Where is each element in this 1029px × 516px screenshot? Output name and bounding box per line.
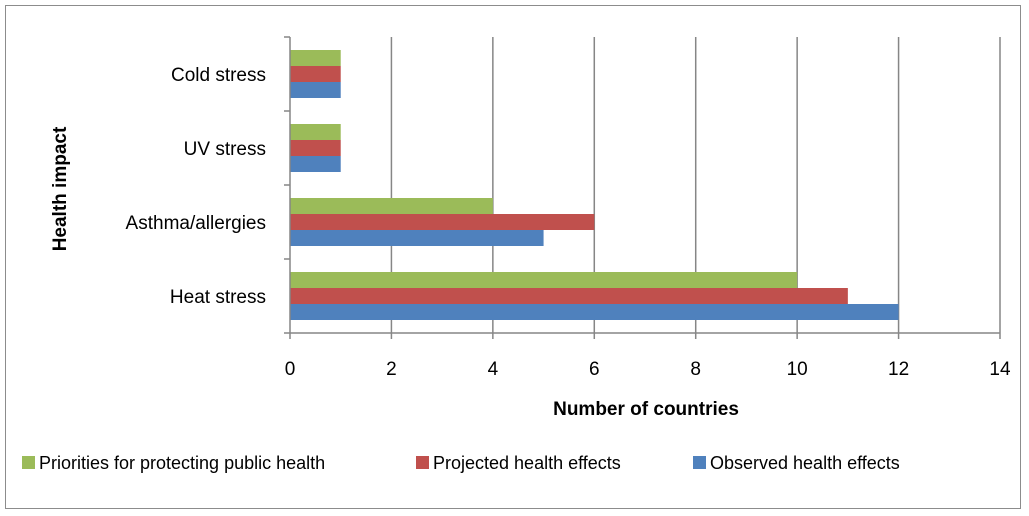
bar [290, 66, 341, 82]
bar [290, 230, 544, 246]
y-category-label: Heat stress [170, 287, 266, 308]
legend-swatch [416, 456, 429, 469]
x-axis-title: Number of countries [553, 399, 739, 420]
bar [290, 198, 493, 214]
y-category-label: Cold stress [171, 65, 266, 86]
y-category-label: Asthma/allergies [126, 213, 266, 234]
bar [290, 124, 341, 140]
axes [284, 36, 1001, 339]
legend-item: Observed health effects [693, 453, 900, 473]
legend-swatch [693, 456, 706, 469]
bar [290, 288, 848, 304]
tick-labels: 0 2 4 6 8 10 12 14 Heat stress Asthma/allergies UV… [126, 65, 1011, 380]
legend-label: Priorities for protecting public health [39, 453, 325, 473]
legend-label: Projected health effects [433, 453, 621, 473]
x-tick-label: 8 [690, 359, 701, 380]
bar [290, 156, 341, 172]
x-tick-label: 10 [787, 359, 808, 380]
x-tick-label: 0 [285, 359, 296, 380]
bar [290, 304, 899, 320]
legend-label: Observed health effects [710, 453, 900, 473]
y-category-label: UV stress [184, 139, 266, 160]
legend-item: Priorities for protecting public health [22, 453, 325, 473]
bar [290, 272, 798, 288]
x-tick-label: 14 [989, 359, 1011, 380]
x-tick-label: 2 [386, 359, 397, 380]
bar [290, 140, 341, 156]
legend-swatch [22, 456, 35, 469]
bars [290, 50, 899, 320]
chart-area [5, 5, 1021, 509]
x-tick-label: 6 [589, 359, 600, 380]
legend-item: Projected health effects [416, 453, 621, 473]
y-axis-title: Health impact [50, 126, 71, 251]
bar [290, 214, 595, 230]
x-tick-label: 4 [488, 359, 499, 380]
legend: Priorities for protecting public health P… [22, 453, 900, 473]
bar [290, 82, 341, 98]
x-tick-label: 12 [888, 359, 909, 380]
bar [290, 50, 341, 66]
